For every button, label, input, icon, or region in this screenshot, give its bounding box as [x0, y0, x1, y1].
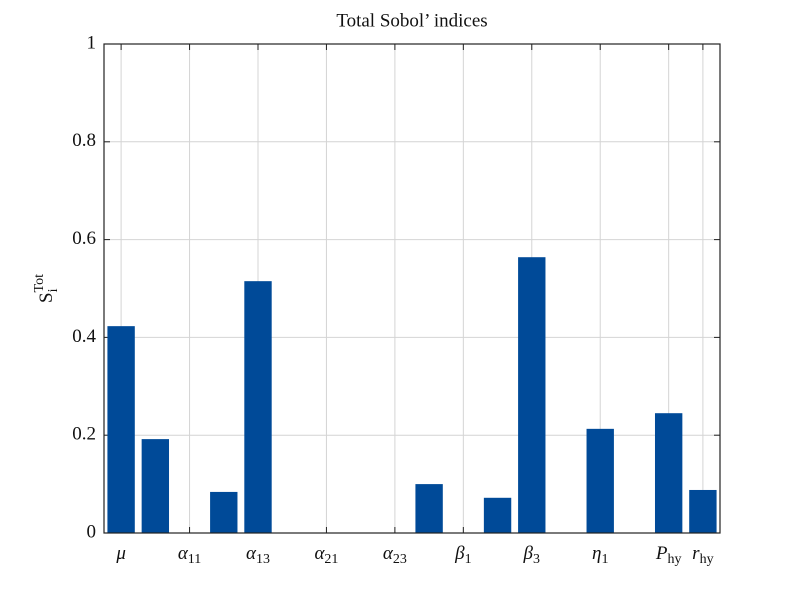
bar — [210, 491, 238, 533]
label-sub: 21 — [324, 552, 338, 567]
label-sub: 13 — [256, 552, 270, 567]
y-tick-label: 0 — [87, 521, 97, 542]
label-base: β — [523, 543, 534, 564]
y-tick-label: 1 — [87, 32, 97, 53]
label-sup: Tot — [32, 274, 47, 293]
label-base: P — [655, 543, 668, 564]
bar — [689, 489, 717, 533]
y-tick-label: 0.2 — [72, 424, 96, 445]
x-tick-label: μ — [115, 543, 126, 564]
label-sub: 1 — [465, 552, 472, 567]
label-base: α — [246, 543, 257, 564]
x-tick-label: rhy — [692, 543, 713, 567]
x-tick-label: Phy — [655, 543, 682, 567]
bar — [141, 439, 170, 533]
y-tick-label: 0.4 — [72, 326, 96, 347]
bar — [415, 484, 443, 533]
x-tick-label: α11 — [178, 543, 201, 567]
x-tick-label: η1 — [592, 543, 608, 567]
label-sub: hy — [700, 552, 714, 567]
plot-frame — [103, 43, 721, 534]
label-sub: hy — [667, 552, 681, 567]
x-tick-label: α21 — [314, 543, 338, 567]
grid — [104, 43, 720, 534]
label-sub: 11 — [188, 552, 201, 567]
x-tick-label: α13 — [246, 543, 270, 567]
y-tick-label: 0.8 — [72, 130, 96, 151]
bar — [654, 413, 683, 533]
label-base: α — [314, 543, 325, 564]
label-sub: 1 — [601, 552, 608, 567]
label-sub: 23 — [393, 552, 407, 567]
label-base: S — [36, 292, 57, 303]
bar — [244, 281, 272, 533]
bar — [483, 497, 512, 533]
x-tick-label: β3 — [523, 543, 540, 567]
bar — [586, 428, 614, 533]
bar — [107, 326, 135, 533]
chart-title: Total Sobol’ indices — [336, 10, 487, 31]
label-base: α — [178, 543, 189, 564]
label-sub: i — [46, 288, 61, 292]
label-base: μ — [115, 543, 126, 564]
x-tick-label: β1 — [454, 543, 471, 567]
label-base: β — [454, 543, 465, 564]
label-base: η — [592, 543, 601, 564]
x-tick-label: α23 — [383, 543, 407, 567]
label-sub: 3 — [533, 552, 540, 567]
bar — [518, 257, 546, 533]
label-base: r — [692, 543, 700, 564]
y-axis-label: SiTot — [32, 274, 61, 303]
label-base: α — [383, 543, 394, 564]
y-tick-label: 0.6 — [72, 228, 96, 249]
